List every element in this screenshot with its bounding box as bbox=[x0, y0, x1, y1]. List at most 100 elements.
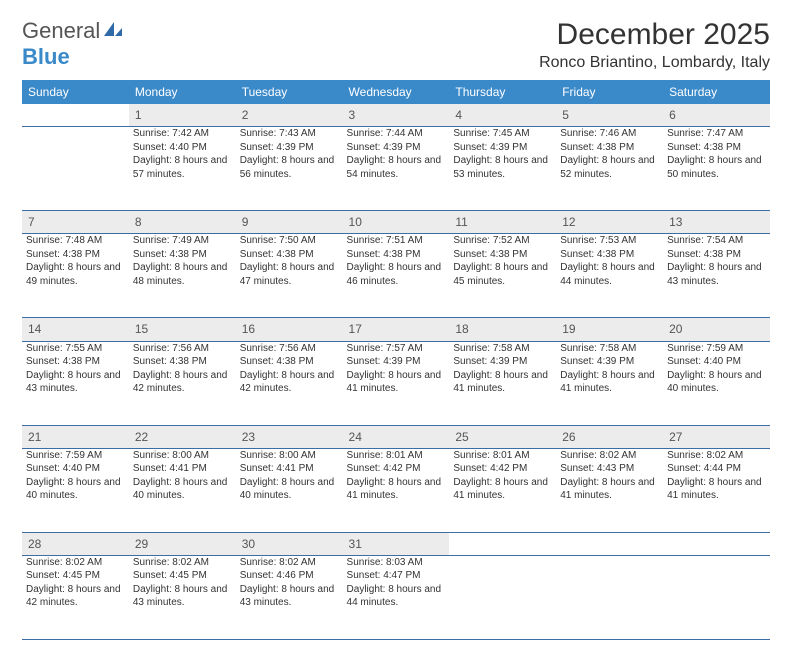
day-detail-line: Daylight: 8 hours and 53 minutes. bbox=[453, 154, 552, 181]
day-detail-line: Sunset: 4:42 PM bbox=[453, 462, 552, 476]
day-cell: Sunrise: 7:56 AMSunset: 4:38 PMDaylight:… bbox=[236, 341, 343, 425]
day-detail-line: Sunset: 4:45 PM bbox=[133, 569, 232, 583]
day-number: 6 bbox=[663, 104, 770, 127]
daynum-row: 21222324252627 bbox=[22, 425, 770, 448]
day-cell bbox=[449, 555, 556, 639]
day-cell: Sunrise: 7:53 AMSunset: 4:38 PMDaylight:… bbox=[556, 234, 663, 318]
day-detail-line: Sunrise: 8:02 AM bbox=[240, 556, 339, 570]
day-detail-line: Sunset: 4:38 PM bbox=[240, 355, 339, 369]
day-cell: Sunrise: 8:02 AMSunset: 4:46 PMDaylight:… bbox=[236, 555, 343, 639]
header: GeneralBlue December 2025 Ronco Briantin… bbox=[22, 18, 770, 72]
day-number: 4 bbox=[449, 104, 556, 127]
day-detail-line: Sunrise: 7:47 AM bbox=[667, 127, 766, 141]
week-row: Sunrise: 7:48 AMSunset: 4:38 PMDaylight:… bbox=[22, 234, 770, 318]
day-detail-line: Sunrise: 7:51 AM bbox=[347, 234, 446, 248]
weekday-header: Friday bbox=[556, 80, 663, 104]
day-number: 9 bbox=[236, 211, 343, 234]
day-cell: Sunrise: 8:03 AMSunset: 4:47 PMDaylight:… bbox=[343, 555, 450, 639]
day-detail-line: Sunset: 4:38 PM bbox=[560, 248, 659, 262]
day-detail-line: Sunset: 4:39 PM bbox=[347, 141, 446, 155]
day-detail-line: Sunset: 4:40 PM bbox=[133, 141, 232, 155]
day-detail-line: Sunrise: 8:00 AM bbox=[133, 449, 232, 463]
day-detail-line: Sunset: 4:38 PM bbox=[560, 141, 659, 155]
day-detail-line: Sunrise: 7:42 AM bbox=[133, 127, 232, 141]
weekday-header: Tuesday bbox=[236, 80, 343, 104]
day-number: 22 bbox=[129, 425, 236, 448]
day-detail-line: Daylight: 8 hours and 50 minutes. bbox=[667, 154, 766, 181]
day-number: 18 bbox=[449, 318, 556, 341]
day-detail-line: Sunrise: 7:59 AM bbox=[26, 449, 125, 463]
day-detail-line: Sunset: 4:39 PM bbox=[453, 141, 552, 155]
day-cell: Sunrise: 8:01 AMSunset: 4:42 PMDaylight:… bbox=[343, 448, 450, 532]
day-number: 16 bbox=[236, 318, 343, 341]
day-cell: Sunrise: 7:59 AMSunset: 4:40 PMDaylight:… bbox=[663, 341, 770, 425]
day-number: 25 bbox=[449, 425, 556, 448]
day-detail-line: Daylight: 8 hours and 48 minutes. bbox=[133, 261, 232, 288]
day-detail-line: Daylight: 8 hours and 41 minutes. bbox=[667, 476, 766, 503]
day-detail-line: Sunset: 4:43 PM bbox=[560, 462, 659, 476]
day-detail-line: Daylight: 8 hours and 44 minutes. bbox=[560, 261, 659, 288]
day-cell: Sunrise: 7:58 AMSunset: 4:39 PMDaylight:… bbox=[556, 341, 663, 425]
day-cell: Sunrise: 7:45 AMSunset: 4:39 PMDaylight:… bbox=[449, 127, 556, 211]
day-cell bbox=[556, 555, 663, 639]
day-number: 24 bbox=[343, 425, 450, 448]
day-number: 26 bbox=[556, 425, 663, 448]
day-cell: Sunrise: 8:02 AMSunset: 4:44 PMDaylight:… bbox=[663, 448, 770, 532]
day-detail-line: Daylight: 8 hours and 40 minutes. bbox=[240, 476, 339, 503]
day-detail-line: Sunset: 4:38 PM bbox=[347, 248, 446, 262]
day-number: 13 bbox=[663, 211, 770, 234]
day-cell: Sunrise: 7:56 AMSunset: 4:38 PMDaylight:… bbox=[129, 341, 236, 425]
day-detail-line: Daylight: 8 hours and 54 minutes. bbox=[347, 154, 446, 181]
weekday-header-row: Sunday Monday Tuesday Wednesday Thursday… bbox=[22, 80, 770, 104]
day-number: 2 bbox=[236, 104, 343, 127]
day-detail-line: Sunrise: 7:59 AM bbox=[667, 342, 766, 356]
day-number: 12 bbox=[556, 211, 663, 234]
day-detail-line: Sunset: 4:45 PM bbox=[26, 569, 125, 583]
logo-sail-icon bbox=[102, 18, 124, 44]
day-number: 28 bbox=[22, 532, 129, 555]
week-row: Sunrise: 7:42 AMSunset: 4:40 PM Daylight:… bbox=[22, 127, 770, 211]
day-number bbox=[22, 104, 129, 127]
day-detail-line: Daylight: 8 hours and 42 minutes. bbox=[133, 369, 232, 396]
day-detail-line: Daylight: 8 hours and 40 minutes. bbox=[26, 476, 125, 503]
day-detail-line: Sunset: 4:39 PM bbox=[453, 355, 552, 369]
week-row: Sunrise: 7:55 AMSunset: 4:38 PMDaylight:… bbox=[22, 341, 770, 425]
day-number bbox=[663, 532, 770, 555]
day-cell: Sunrise: 7:52 AMSunset: 4:38 PMDaylight:… bbox=[449, 234, 556, 318]
day-cell: Sunrise: 8:00 AMSunset: 4:41 PMDaylight:… bbox=[129, 448, 236, 532]
day-detail-line: Daylight: 8 hours and 56 minutes. bbox=[240, 154, 339, 181]
weekday-header: Saturday bbox=[663, 80, 770, 104]
day-detail-line: Daylight: 8 hours and 41 minutes. bbox=[560, 369, 659, 396]
day-cell: Sunrise: 8:02 AMSunset: 4:45 PMDaylight:… bbox=[22, 555, 129, 639]
day-detail-line: Daylight: 8 hours and 43 minutes. bbox=[133, 583, 232, 610]
day-number: 11 bbox=[449, 211, 556, 234]
day-detail-line: Sunset: 4:38 PM bbox=[453, 248, 552, 262]
day-detail-line: Daylight: 8 hours and 45 minutes. bbox=[453, 261, 552, 288]
day-detail-line: Daylight: 8 hours and 44 minutes. bbox=[347, 583, 446, 610]
day-detail-line: Daylight: 8 hours and 43 minutes. bbox=[667, 261, 766, 288]
day-detail-line: Daylight: 8 hours and 40 minutes. bbox=[133, 476, 232, 503]
day-detail-line: Sunrise: 7:56 AM bbox=[240, 342, 339, 356]
day-detail-line: Sunrise: 8:01 AM bbox=[453, 449, 552, 463]
day-cell: Sunrise: 7:47 AMSunset: 4:38 PMDaylight:… bbox=[663, 127, 770, 211]
day-detail-line: Sunrise: 7:48 AM bbox=[26, 234, 125, 248]
weekday-header: Sunday bbox=[22, 80, 129, 104]
day-cell: Sunrise: 7:58 AMSunset: 4:39 PMDaylight:… bbox=[449, 341, 556, 425]
day-detail-line: Sunrise: 7:58 AM bbox=[560, 342, 659, 356]
day-detail-line: Sunset: 4:39 PM bbox=[560, 355, 659, 369]
day-detail-line: Daylight: 8 hours and 52 minutes. bbox=[560, 154, 659, 181]
day-cell: Sunrise: 7:48 AMSunset: 4:38 PMDaylight:… bbox=[22, 234, 129, 318]
day-cell: Sunrise: 8:02 AMSunset: 4:45 PMDaylight:… bbox=[129, 555, 236, 639]
day-number: 10 bbox=[343, 211, 450, 234]
day-detail-line: Sunrise: 7:46 AM bbox=[560, 127, 659, 141]
logo: GeneralBlue bbox=[22, 18, 124, 70]
day-detail-line: Sunrise: 7:44 AM bbox=[347, 127, 446, 141]
day-detail-line: Sunrise: 7:53 AM bbox=[560, 234, 659, 248]
day-detail-line: Sunset: 4:38 PM bbox=[26, 355, 125, 369]
logo-general: General bbox=[22, 18, 100, 43]
day-detail-line: Sunrise: 7:54 AM bbox=[667, 234, 766, 248]
daynum-row: 14151617181920 bbox=[22, 318, 770, 341]
day-number: 8 bbox=[129, 211, 236, 234]
day-detail-line: Sunrise: 7:45 AM bbox=[453, 127, 552, 141]
day-number: 5 bbox=[556, 104, 663, 127]
